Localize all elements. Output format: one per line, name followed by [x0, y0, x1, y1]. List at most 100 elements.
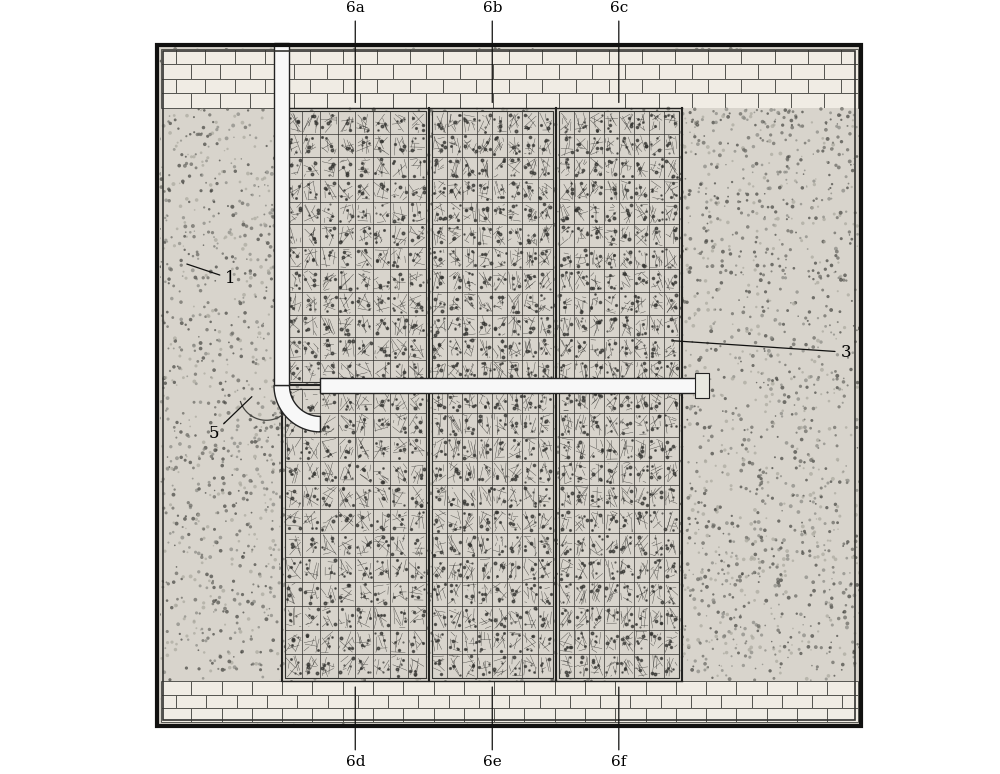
- Point: [699, 399, 715, 412]
- Point: [730, 248, 746, 260]
- Point: [564, 520, 580, 533]
- Point: [219, 584, 235, 596]
- Point: [422, 302, 438, 314]
- Point: [728, 692, 744, 704]
- Point: [173, 201, 189, 214]
- Point: [380, 436, 396, 448]
- Point: [458, 444, 474, 457]
- Point: [638, 213, 654, 225]
- Point: [569, 55, 585, 67]
- Point: [267, 402, 283, 414]
- Point: [796, 341, 812, 354]
- Point: [759, 423, 775, 436]
- Point: [527, 396, 543, 409]
- Point: [709, 502, 725, 515]
- Point: [753, 132, 769, 145]
- Point: [168, 182, 184, 194]
- Point: [237, 502, 253, 515]
- Point: [342, 650, 358, 663]
- Point: [764, 462, 780, 474]
- Point: [644, 297, 660, 310]
- Point: [849, 421, 865, 433]
- Point: [746, 254, 762, 266]
- Point: [645, 479, 661, 491]
- Point: [609, 269, 625, 281]
- Point: [733, 118, 749, 130]
- Point: [714, 578, 730, 591]
- Point: [618, 152, 634, 164]
- Point: [613, 575, 629, 587]
- Point: [473, 481, 489, 494]
- Point: [686, 141, 702, 153]
- Point: [343, 467, 359, 480]
- Point: [712, 317, 728, 330]
- Point: [197, 375, 213, 388]
- Point: [716, 228, 732, 241]
- Point: [699, 610, 715, 622]
- Point: [362, 474, 378, 487]
- Point: [660, 507, 676, 519]
- Point: [281, 167, 297, 180]
- Point: [474, 236, 490, 248]
- Point: [791, 255, 807, 267]
- Point: [536, 702, 552, 714]
- Point: [691, 135, 707, 147]
- Point: [428, 664, 444, 676]
- Point: [519, 567, 535, 579]
- Point: [265, 464, 281, 476]
- Point: [263, 656, 279, 669]
- Point: [260, 265, 276, 277]
- Point: [229, 611, 245, 623]
- Point: [224, 358, 240, 370]
- Point: [759, 307, 775, 320]
- Text: 6e: 6e: [483, 687, 502, 769]
- Point: [317, 562, 333, 574]
- Point: [173, 296, 189, 308]
- Point: [767, 580, 783, 592]
- Point: [410, 216, 426, 228]
- Point: [524, 354, 540, 367]
- Point: [693, 369, 709, 382]
- Point: [292, 97, 308, 109]
- Point: [674, 650, 690, 663]
- Point: [186, 339, 202, 351]
- Point: [364, 471, 380, 483]
- Point: [475, 300, 491, 312]
- Point: [179, 377, 195, 389]
- Point: [208, 503, 224, 515]
- Point: [849, 150, 865, 163]
- Point: [493, 573, 509, 585]
- Point: [261, 609, 277, 622]
- Point: [224, 584, 240, 596]
- Point: [425, 501, 441, 513]
- Point: [234, 618, 250, 631]
- Point: [627, 84, 643, 96]
- Point: [725, 90, 741, 102]
- Point: [627, 638, 643, 650]
- Point: [496, 154, 512, 166]
- Point: [799, 381, 815, 393]
- Point: [304, 307, 320, 320]
- Point: [425, 546, 441, 559]
- Point: [762, 454, 778, 466]
- Point: [434, 469, 450, 481]
- Point: [827, 392, 843, 404]
- Point: [832, 109, 848, 122]
- Point: [699, 406, 715, 418]
- Point: [367, 98, 383, 110]
- Point: [481, 426, 497, 438]
- Point: [252, 142, 268, 155]
- Point: [352, 454, 368, 467]
- Point: [237, 315, 253, 327]
- Point: [744, 457, 760, 470]
- Point: [635, 163, 651, 175]
- Point: [731, 621, 747, 633]
- Point: [590, 650, 606, 663]
- Point: [191, 128, 207, 140]
- Point: [380, 115, 396, 127]
- Point: [312, 572, 328, 584]
- Point: [749, 188, 765, 200]
- Point: [737, 376, 753, 389]
- Point: [561, 584, 577, 596]
- Point: [264, 257, 280, 269]
